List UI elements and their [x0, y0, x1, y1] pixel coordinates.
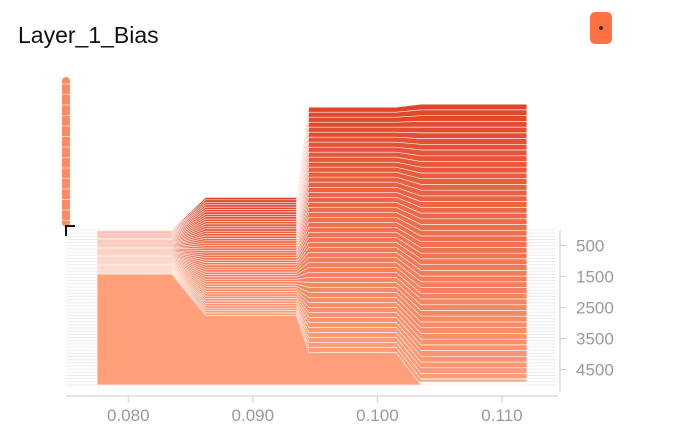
more-icon — [599, 26, 603, 30]
menu-button[interactable] — [590, 12, 612, 44]
x-axis: 0.080 0.090 0.100 0.110 — [66, 395, 558, 425]
step-axis: 500 1500 2500 3500 4500 — [559, 230, 614, 392]
step-tick-label: 2500 — [576, 299, 614, 318]
step-tick-label: 4500 — [576, 361, 614, 380]
step-scrubber — [62, 77, 75, 236]
step-tick-label: 1500 — [576, 268, 614, 287]
chart-title: Layer_1_Bias — [18, 22, 159, 48]
x-tick-label: 0.100 — [356, 406, 399, 425]
x-tick-label: 0.090 — [232, 406, 275, 425]
histogram-series-50 — [96, 273, 527, 386]
step-tick-label: 500 — [576, 237, 604, 256]
series-group — [96, 103, 528, 386]
scrubber-track — [62, 77, 70, 227]
scrubber-cursor-icon — [65, 225, 75, 236]
x-tick-label: 0.080 — [107, 406, 150, 425]
x-tick-label: 0.110 — [481, 406, 522, 425]
step-tick-label: 3500 — [576, 330, 614, 349]
